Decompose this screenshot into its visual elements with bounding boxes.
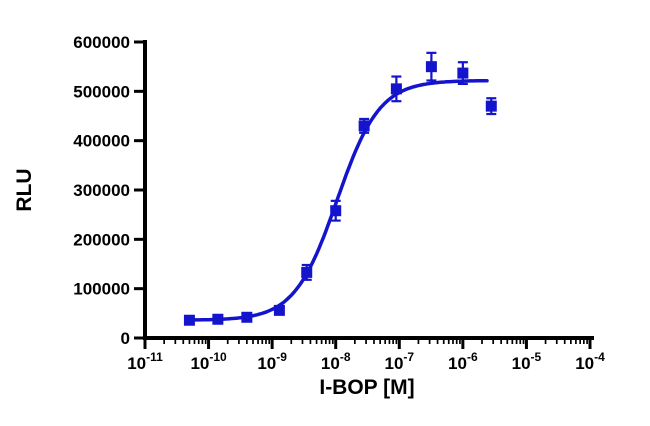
svg-text:100000: 100000	[73, 280, 130, 299]
tick-marks	[134, 40, 592, 349]
svg-text:10-6: 10-6	[448, 350, 478, 373]
svg-text:300000: 300000	[73, 181, 130, 200]
svg-text:10-5: 10-5	[512, 350, 542, 373]
data-points	[183, 51, 497, 326]
svg-text:10-9: 10-9	[257, 350, 287, 373]
svg-text:10-8: 10-8	[321, 350, 351, 373]
axes	[143, 40, 594, 340]
svg-text:10-10: 10-10	[190, 350, 227, 373]
svg-text:500000: 500000	[73, 82, 130, 101]
tick-labels: 0 100000 200000 300000 400000 500000 600000 10-…	[73, 33, 605, 373]
svg-text:10-4: 10-4	[575, 350, 605, 373]
svg-text:400000: 400000	[73, 132, 130, 151]
svg-text:200000: 200000	[73, 230, 130, 249]
svg-text:600000: 600000	[73, 33, 130, 52]
svg-text:10-7: 10-7	[384, 350, 414, 373]
svg-text:0: 0	[121, 329, 130, 348]
svg-text:10-11: 10-11	[127, 350, 163, 373]
x-axis-title: I-BOP [M]	[319, 376, 415, 399]
fit-curve	[187, 78, 489, 322]
